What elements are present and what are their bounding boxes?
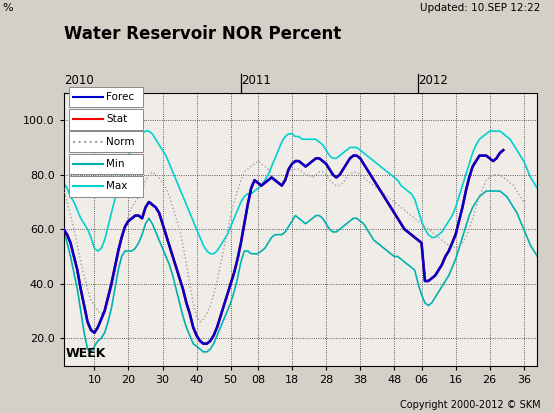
Text: Norm: Norm — [106, 137, 135, 147]
Text: 2010: 2010 — [64, 74, 94, 88]
Text: Min: Min — [106, 159, 125, 169]
Bar — [69, 131, 143, 152]
Text: %: % — [3, 3, 13, 13]
Text: Forec: Forec — [106, 92, 135, 102]
Text: Water Reservoir NOR Percent: Water Reservoir NOR Percent — [64, 25, 341, 43]
Text: WEEK: WEEK — [66, 347, 106, 360]
Bar — [69, 109, 143, 130]
Bar — [69, 176, 143, 197]
Bar — [69, 87, 143, 107]
Bar — [69, 154, 143, 174]
Text: Max: Max — [106, 181, 128, 191]
Text: 2011: 2011 — [241, 74, 271, 88]
Text: Copyright 2000-2012 © SKM: Copyright 2000-2012 © SKM — [399, 400, 540, 410]
Text: Stat: Stat — [106, 114, 127, 124]
Text: 2012: 2012 — [418, 74, 448, 88]
Text: Updated: 10.SEP 12:22: Updated: 10.SEP 12:22 — [420, 3, 540, 13]
